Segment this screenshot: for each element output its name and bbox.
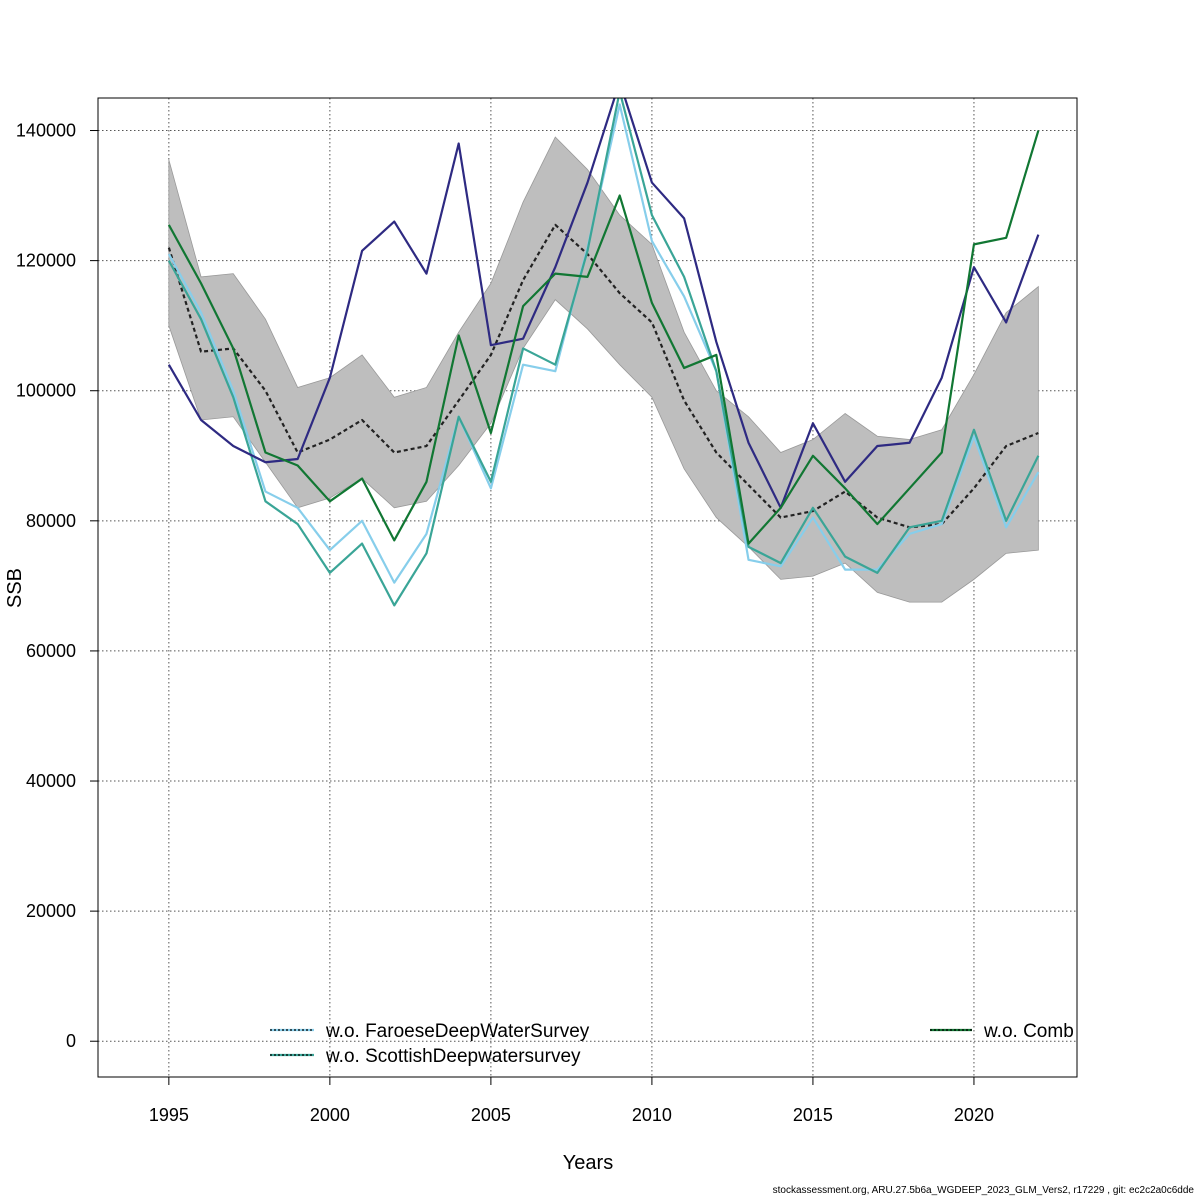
y-axis-label: SSB bbox=[4, 568, 26, 608]
x-tick-label: 2020 bbox=[954, 1105, 994, 1125]
series-line-1 bbox=[167, 223, 1039, 529]
legend-label: w.o. FaroeseDeepWaterSurvey bbox=[325, 1021, 590, 1042]
y-tick-label: 0 bbox=[66, 1031, 76, 1051]
legend-label: w.o. Comb bbox=[983, 1021, 1074, 1042]
legend: w.o. FaroeseDeepWaterSurvey w.o. Scottish… bbox=[270, 1021, 1074, 1067]
confidence-band bbox=[168, 136, 1039, 603]
y-axis: 0 20000 40000 60000 80000 100000 120000 140000 bbox=[16, 121, 98, 1051]
y-tick-label: 80000 bbox=[26, 511, 76, 531]
y-tick-label: 40000 bbox=[26, 771, 76, 791]
x-tick-label: 1995 bbox=[149, 1105, 189, 1125]
x-tick-label: 2000 bbox=[310, 1105, 350, 1125]
y-tick-label: 140000 bbox=[16, 121, 76, 141]
footer-caption: stockassessment.org, ARU.27.5b6a_WGDEEP_… bbox=[772, 1185, 1194, 1196]
x-tick-label: 2005 bbox=[471, 1105, 511, 1125]
x-tick-label: 2010 bbox=[632, 1105, 672, 1125]
plot-frame bbox=[97, 97, 1078, 1078]
y-tick-label: 100000 bbox=[16, 381, 76, 401]
series-line-5 bbox=[167, 130, 1040, 545]
series-line-3 bbox=[167, 98, 1040, 607]
legend-label: w.o. ScottishDeepwatersurvey bbox=[325, 1046, 581, 1067]
y-tick-label: 20000 bbox=[26, 901, 76, 921]
y-tick-label: 120000 bbox=[16, 251, 76, 271]
x-tick-label: 2015 bbox=[793, 1105, 833, 1125]
y-tick-label: 60000 bbox=[26, 641, 76, 661]
confidence-band-layer bbox=[168, 136, 1039, 603]
x-axis-label: Years bbox=[563, 1152, 613, 1174]
x-axis: 1995 2000 2005 2010 2015 2020 bbox=[149, 1077, 994, 1125]
series-layer bbox=[167, 98, 1040, 607]
series-line-4 bbox=[167, 98, 1040, 509]
